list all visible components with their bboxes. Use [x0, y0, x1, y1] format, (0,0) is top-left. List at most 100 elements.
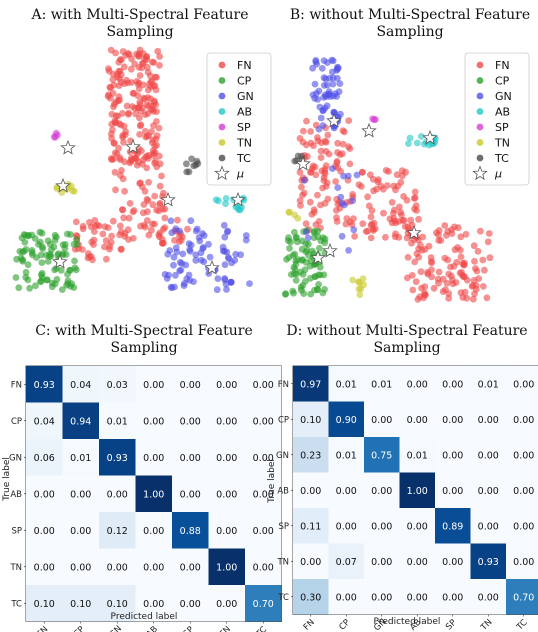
panel-a-title-line-2: Sampling — [106, 24, 173, 40]
panel-b-point-cp — [282, 291, 289, 298]
panel-a-point-gn — [192, 227, 200, 235]
panel-b-point-fn — [457, 233, 465, 241]
panel-b-point-gn — [323, 81, 331, 89]
panel-a-point-fn — [137, 179, 144, 187]
panel-b-point-fn — [400, 193, 407, 200]
panel-b-point-fn — [485, 230, 493, 237]
panel-b-point-tn — [286, 208, 293, 216]
panel-c-cell-value: 0.00 — [180, 416, 201, 427]
panel-a-legend-marker-tn — [218, 139, 226, 146]
panel-a-point-cp — [46, 240, 54, 248]
panel-d-cell — [506, 472, 538, 508]
panel-b-point-fn — [298, 183, 305, 191]
panel-c-cell — [245, 402, 282, 439]
panel-a-point-fn — [115, 58, 123, 66]
panel-c-cell-value: 0.00 — [216, 380, 237, 391]
panel-d-cell — [435, 579, 471, 615]
panel-c-ytick-label: FN — [11, 380, 22, 390]
panel-b-point-fn — [322, 183, 330, 190]
panel-c-cell-value: 0.10 — [34, 599, 55, 610]
panel-b-point-fn — [368, 207, 376, 215]
panel-d-title-line-1: D: without Multi-Spectral Feature — [286, 323, 527, 339]
panel-b-point-fn — [475, 275, 483, 282]
panel-b-point-gn — [319, 122, 327, 129]
panel-c-cell-value: 0.00 — [107, 562, 128, 573]
panel-b-point-fn — [434, 275, 442, 283]
panel-b-point-cp — [315, 271, 322, 279]
panel-b-point-cp — [301, 266, 309, 273]
panel-b-point-ab — [406, 134, 414, 142]
panel-d-cell — [506, 543, 538, 579]
panel-b-point-fn — [461, 288, 469, 296]
panel-b-point-fn — [404, 274, 411, 282]
panel-b-point-cp — [310, 234, 318, 242]
panel-b-centroid-star — [361, 122, 377, 138]
panel-a-point-cp — [37, 251, 45, 259]
panel-d-title-line-2: Sampling — [373, 340, 440, 356]
panel-d-cell-value: 0.00 — [371, 415, 392, 426]
panel-b-point-gn — [302, 228, 310, 236]
panel-c-cell-value: 0.00 — [253, 562, 274, 573]
panel-c-ytick-label: SP — [11, 526, 22, 536]
panel-a-centroid-star — [204, 259, 220, 275]
panel-a-point-fn — [79, 225, 87, 233]
panel-d-xtick-label: TC — [514, 618, 529, 632]
panel-d-cell-value: 0.97 — [300, 379, 321, 390]
panel-d-cell — [364, 508, 400, 544]
panel-d-cell-value: 0.00 — [442, 486, 463, 497]
panel-d-cell-value: 0.90 — [336, 415, 357, 426]
panel-a-point-fn — [119, 48, 127, 55]
panel-b-point-gn — [313, 60, 321, 68]
panel-b-legend-label: GN — [495, 90, 512, 103]
panel-b-point-fn — [367, 171, 374, 179]
panel-d-cell-value: 0.11 — [300, 521, 321, 532]
panel-a-legend-marker-sp — [218, 123, 226, 131]
panel-a-point-fn — [111, 149, 119, 157]
panel-a-point-fn — [136, 72, 144, 79]
panel-b-legend-marker-cp — [476, 77, 484, 84]
panel-a-point-fn — [155, 124, 163, 132]
panel-a-point-gn — [237, 251, 245, 259]
panel-d-cell-value: 0.10 — [300, 415, 321, 426]
panel-b-legend-label: TN — [494, 137, 510, 150]
panel-a-point-fn — [115, 82, 123, 89]
panel-d-ytick-label: CP — [278, 415, 289, 425]
panel-b-point-cp — [317, 237, 325, 245]
panel-b-legend-label: TC — [494, 152, 509, 165]
panel-c-cell — [135, 439, 172, 476]
panel-d-cell-value: 0.00 — [336, 592, 357, 603]
panel-c-ytick-label: CP — [11, 417, 22, 427]
panel-b-point-fn — [307, 128, 314, 135]
panel-c-cell-value: 0.00 — [216, 489, 237, 500]
panel-a-point-gn — [221, 261, 229, 269]
panel-a-point-ab — [222, 200, 229, 208]
panel-b-point-fn — [463, 294, 471, 302]
panel-a-point-fn — [153, 108, 160, 115]
panel-b-point-fn — [392, 230, 399, 238]
panel-b-point-fn — [355, 181, 363, 189]
panel-a-legend: FN CP GN AB SP TN TC μ — [206, 52, 272, 186]
panel-d-ytick-label: SP — [278, 522, 289, 532]
panel-b-legend-marker-tc — [476, 154, 484, 162]
panel-b-point-gn — [334, 74, 341, 82]
panel-b-point-fn — [479, 256, 487, 264]
panel-c-cell-value: 0.00 — [180, 453, 201, 464]
panel-d-cell — [328, 472, 364, 508]
panel-c-ytick-label: TN — [9, 563, 22, 573]
panel-d-xtick-label: CP — [337, 618, 352, 632]
panel-d-xtick-label: SP — [444, 618, 459, 632]
panel-b-point-fn — [472, 265, 479, 272]
panel-b-point-gn — [345, 247, 352, 254]
panel-b-point-fn — [443, 232, 450, 239]
panel-c-cell — [99, 548, 136, 585]
panel-c-cell — [172, 402, 209, 439]
panel-b-point-fn — [364, 227, 372, 235]
panel-c-cell — [208, 366, 245, 403]
panel-a-point-fn — [115, 144, 122, 152]
panel-b-point-fn — [477, 227, 484, 235]
panel-c-cell — [99, 402, 136, 439]
panel-a-point-cp — [22, 231, 29, 239]
panel-d-cell-value: 0.00 — [442, 450, 463, 461]
panel-b-point-fn — [481, 266, 488, 274]
panel-a-point-fn — [102, 237, 110, 245]
